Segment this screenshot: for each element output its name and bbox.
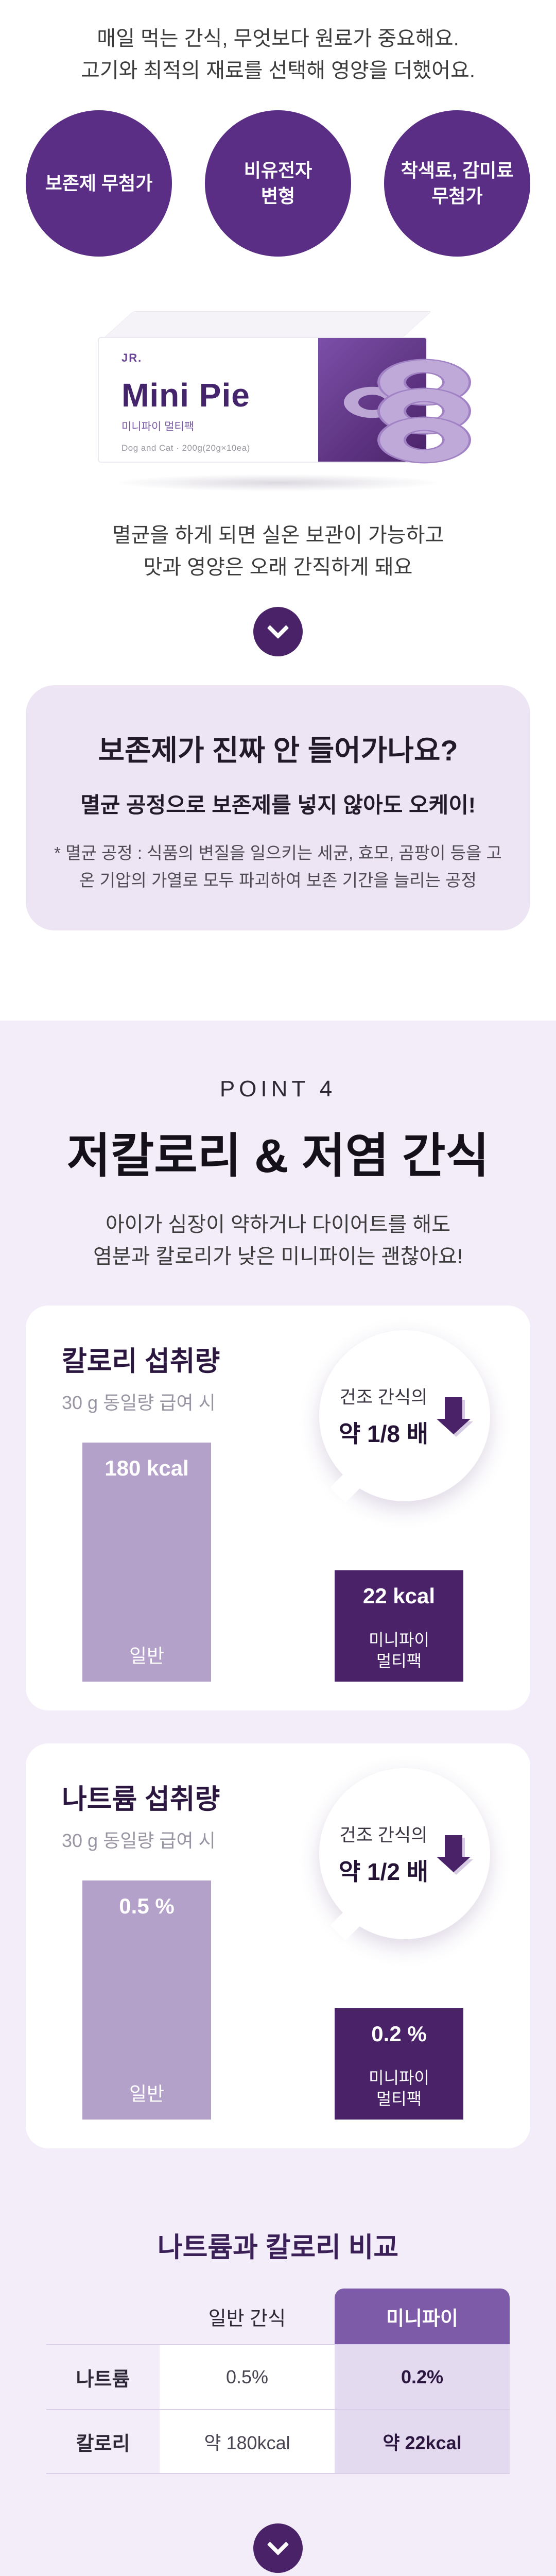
bar-label: 미니파이 멀티팩	[369, 1630, 429, 1671]
ingredients-section: 매일 먹는 간식, 무엇보다 원료가 중요해요. 고기와 최적의 재료를 선택해…	[0, 0, 556, 1021]
bar-minipie: 0.2 % 미니파이 멀티팩	[335, 2008, 463, 2120]
package-shadow	[113, 474, 443, 492]
point4-section: POINT 4 저칼로리 & 저염 간식 아이가 심장이 약하거나 다이어트를 …	[0, 1021, 556, 2576]
table-header-empty	[46, 2289, 160, 2344]
bubble-text-2: 약 1/8 배	[338, 1420, 429, 1447]
package-top-face	[103, 311, 432, 338]
bar-general: 180 kcal 일반	[82, 1443, 211, 1682]
chevron-down-badge	[253, 2523, 303, 2573]
product-name: Mini Pie	[121, 377, 250, 414]
sodium-bar-chart: 0.5 % 일반 0.2 % 미니파이 멀티팩	[26, 1831, 530, 2120]
chart-subtitle: 30 g 동일량 급여 시	[62, 1392, 216, 1413]
qa-title: 보존제가 진짜 안 들어가나요?	[98, 734, 458, 767]
badge-label: 착색료, 감미료	[401, 159, 514, 181]
annotation-bubble: 건조 간식의 약 1/8 배	[319, 1330, 490, 1503]
badge-label: 변형	[260, 185, 296, 207]
chart-title: 칼로리 섭취량	[62, 1346, 220, 1377]
bar-label: 미니파이 멀티팩	[369, 2068, 429, 2109]
point-desc-line-2: 염분과 칼로리가 낮은 미니파이는 괜찮아요!	[93, 1245, 463, 1268]
qa-footnote: * 멸균 공정 : 식품의 변질을 일으키는 세균, 효모, 곰팡이 등을 고온…	[54, 843, 502, 890]
chevron-down-icon	[267, 2533, 289, 2556]
comparison-table-title: 나트륨과 칼로리 비교	[157, 2232, 399, 2263]
qa-callout-box: 보존제가 진짜 안 들어가나요? 멸균 공정으로 보존제를 넣지 않아도 오케이…	[26, 685, 530, 930]
product-spec: Dog and Cat · 200g(20g×10ea)	[121, 443, 250, 453]
table-cell: 약 180kcal	[160, 2409, 335, 2474]
qa-subtitle: 멸균 공정으로 보존제를 넣지 않아도 오케이!	[80, 793, 476, 817]
table-cell: 0.2%	[335, 2344, 510, 2409]
calorie-chart-card: 칼로리 섭취량 30 g 동일량 급여 시 180 kcal 일반 22 kca…	[26, 1306, 530, 1710]
brand-logo: JR.	[121, 351, 143, 364]
annotation-bubble: 건조 간식의 약 1/2 배	[319, 1768, 490, 1941]
table-cell: 약 22kcal	[335, 2409, 510, 2474]
bubble-text-1: 건조 간식의	[339, 1825, 428, 1845]
badge-label: 비유전자	[244, 159, 312, 181]
badge-label: 무첨가	[431, 185, 483, 207]
badge-label: 보존제 무첨가	[45, 172, 153, 194]
bar-value: 0.2 %	[371, 2022, 427, 2046]
table-row-label: 칼로리	[46, 2409, 160, 2474]
bar-minipie: 22 kcal 미니파이 멀티팩	[335, 1570, 463, 1682]
table-cell: 0.5%	[160, 2344, 335, 2409]
point-title: 저칼로리 & 저염 간식	[66, 1130, 490, 1182]
chart-subtitle: 30 g 동일량 급여 시	[62, 1830, 216, 1851]
arrow-down-icon	[437, 1835, 471, 1872]
comparison-table: 일반 간식 미니파이 나트륨 0.5% 0.2% 칼로리 약 180kcal 약…	[46, 2289, 510, 2474]
bar-value: 180 kcal	[105, 1456, 189, 1480]
sterilization-line-2: 맛과 영양은 오래 간직하게 돼요	[143, 556, 413, 579]
chart-title: 나트륨 섭취량	[62, 1784, 220, 1815]
bar-label: 일반	[129, 1646, 165, 1667]
badge-no-coloring-sweetener: 착색료, 감미료 무첨가	[384, 110, 530, 257]
point-description: 아이가 심장이 약하거나 다이어트를 해도 염분과 칼로리가 낮은 미니파이는 …	[0, 1209, 556, 1273]
product-subname: 미니파이 멀티팩	[121, 421, 195, 433]
bar-label: 일반	[129, 2083, 165, 2105]
bubble-text-1: 건조 간식의	[339, 1387, 428, 1408]
treat-rings-image	[380, 338, 468, 484]
feature-badges: 보존제 무첨가 비유전자 변형 착색료, 감미료 무첨가	[0, 110, 556, 257]
intro-line-2: 고기와 최적의 재료를 선택해 영양을 더했어요.	[81, 59, 475, 82]
table-header-minipie: 미니파이	[335, 2289, 510, 2344]
bar-value: 22 kcal	[362, 1584, 436, 1608]
product-package-image: JR. Mini Pie 미니파이 멀티팩 Dog and Cat · 200g…	[82, 291, 474, 497]
chevron-down-badge	[253, 607, 303, 656]
treat-ring	[380, 418, 468, 462]
sodium-chart-card: 나트륨 섭취량 30 g 동일량 급여 시 0.5 % 일반 0.2 % 미니파…	[26, 1743, 530, 2148]
table-row-label: 나트륨	[46, 2344, 160, 2409]
bubble-text-2: 약 1/2 배	[338, 1858, 429, 1885]
sterilization-line-1: 멸균을 하게 되면 실온 보관이 가능하고	[112, 524, 444, 547]
badge-no-preservative: 보존제 무첨가	[26, 110, 172, 257]
arrow-down-icon	[437, 1397, 471, 1434]
badge-non-gmo: 비유전자 변형	[205, 110, 351, 257]
intro-text: 매일 먹는 간식, 무엇보다 원료가 중요해요. 고기와 최적의 재료를 선택해…	[0, 0, 556, 87]
chevron-down-icon	[267, 617, 289, 639]
bar-value: 0.5 %	[119, 1894, 175, 1918]
calorie-bar-chart: 180 kcal 일반 22 kcal 미니파이 멀티팩	[26, 1393, 530, 1682]
bar-general: 0.5 % 일반	[82, 1880, 211, 2120]
intro-line-1: 매일 먹는 간식, 무엇보다 원료가 중요해요.	[97, 27, 459, 50]
point-label: POINT 4	[219, 1076, 337, 1101]
point-desc-line-1: 아이가 심장이 약하거나 다이어트를 해도	[105, 1213, 451, 1236]
table-header-general: 일반 간식	[208, 2308, 286, 2330]
sterilization-text: 멸균을 하게 되면 실온 보관이 가능하고 맛과 영양은 오래 간직하게 돼요	[0, 519, 556, 583]
package-front-face: JR. Mini Pie 미니파이 멀티팩 Dog and Cat · 200g…	[98, 337, 427, 463]
